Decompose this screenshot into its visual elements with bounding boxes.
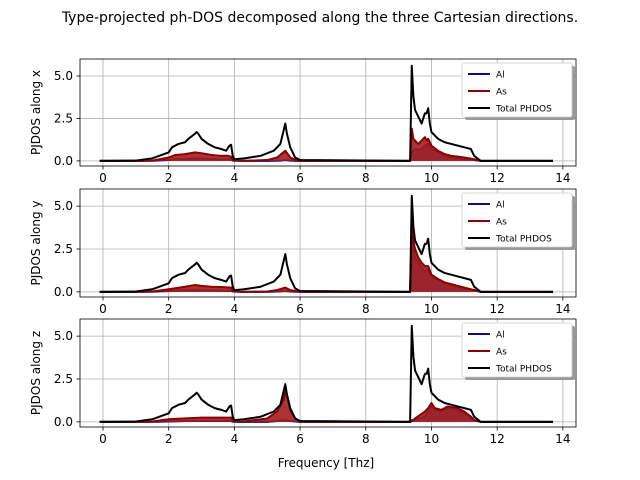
plot-area bbox=[99, 194, 554, 293]
x-tick-label: 6 bbox=[296, 432, 304, 446]
series-as-area bbox=[99, 128, 554, 161]
legend-box bbox=[461, 62, 573, 118]
x-tick-label: 2 bbox=[165, 302, 173, 316]
subplot-1: 0 2 4 6 8 10 12 14 0.0 2.5 5.0 PJDOS along x Al As Tot… bbox=[29, 58, 577, 185]
x-axis-label: Frequency [Thz] bbox=[278, 456, 374, 470]
y-tick-label: 5.0 bbox=[54, 329, 73, 343]
series-total-line bbox=[99, 324, 554, 423]
legend-box bbox=[461, 192, 573, 248]
y-tick-label: 0.0 bbox=[54, 154, 73, 168]
x-tick-label: 4 bbox=[231, 432, 239, 446]
x-tick-label: 10 bbox=[424, 302, 439, 316]
x-tick-label: 0 bbox=[99, 171, 107, 185]
series-total-line bbox=[99, 194, 554, 293]
x-tick-label: 0 bbox=[99, 432, 107, 446]
subplot-2: 0 2 4 6 8 10 12 14 0.0 2.5 5.0 PJDOS along y Al As Tot… bbox=[29, 188, 577, 316]
x-tick-label: 14 bbox=[555, 432, 570, 446]
x-tick-label: 0 bbox=[99, 302, 107, 316]
plot-area bbox=[99, 324, 554, 423]
y-tick-label: 2.5 bbox=[54, 242, 73, 256]
x-tick-label: 4 bbox=[231, 302, 239, 316]
x-tick-label: 10 bbox=[424, 432, 439, 446]
legend: Al As Total PHDOS bbox=[461, 192, 575, 250]
axes-frame bbox=[79, 58, 577, 167]
x-tick-label: 8 bbox=[362, 171, 370, 185]
legend-label-al: Al bbox=[496, 71, 505, 81]
y-axis-label: PJDOS along y bbox=[29, 200, 43, 285]
legend-box bbox=[461, 322, 573, 378]
x-tick-label: 2 bbox=[165, 171, 173, 185]
plot-area bbox=[99, 64, 554, 162]
x-tick-label: 8 bbox=[362, 302, 370, 316]
x-tick-label: 12 bbox=[490, 302, 505, 316]
y-tick-label: 2.5 bbox=[54, 111, 73, 125]
x-tick-label: 12 bbox=[490, 432, 505, 446]
x-tick-label: 4 bbox=[231, 171, 239, 185]
x-tick-label: 14 bbox=[555, 171, 570, 185]
legend-label-al: Al bbox=[496, 331, 505, 341]
legend-label-total: Total PHDOS bbox=[495, 105, 552, 115]
series-as-area bbox=[99, 391, 554, 422]
subplot-panels: 0 2 4 6 8 10 12 14 0.0 2.5 5.0 PJDOS along x Al As Tot… bbox=[29, 58, 577, 446]
x-tick-label: 6 bbox=[296, 171, 304, 185]
x-tick-label: 10 bbox=[424, 171, 439, 185]
legend-label-as: As bbox=[496, 218, 507, 228]
y-tick-label: 2.5 bbox=[54, 372, 73, 386]
x-tick-label: 6 bbox=[296, 302, 304, 316]
series-total-line bbox=[99, 64, 554, 162]
x-tick-label: 2 bbox=[165, 432, 173, 446]
y-axis-label: PJDOS along z bbox=[29, 331, 43, 415]
y-tick-label: 0.0 bbox=[54, 415, 73, 429]
legend-label-as: As bbox=[496, 88, 507, 98]
legend-label-as: As bbox=[496, 348, 507, 358]
legend: Al As Total PHDOS bbox=[461, 322, 575, 380]
y-tick-label: 0.0 bbox=[54, 285, 73, 299]
y-axis-label: PJDOS along x bbox=[29, 70, 43, 155]
chart-title: Type-projected ph-DOS decomposed along t… bbox=[61, 10, 578, 26]
x-tick-label: 14 bbox=[555, 302, 570, 316]
x-tick-label: 12 bbox=[490, 171, 505, 185]
axes-frame bbox=[79, 188, 577, 298]
legend-label-total: Total PHDOS bbox=[495, 235, 552, 245]
legend: Al As Total PHDOS bbox=[461, 62, 575, 120]
legend-label-total: Total PHDOS bbox=[495, 365, 552, 375]
y-tick-label: 5.0 bbox=[54, 69, 73, 83]
legend-label-al: Al bbox=[496, 201, 505, 211]
y-tick-label: 5.0 bbox=[54, 199, 73, 213]
x-tick-label: 8 bbox=[362, 432, 370, 446]
axes-frame bbox=[79, 318, 577, 428]
subplot-3: 0 2 4 6 8 10 12 14 0.0 2.5 5.0 PJDOS along z Al As Tot… bbox=[29, 318, 577, 446]
